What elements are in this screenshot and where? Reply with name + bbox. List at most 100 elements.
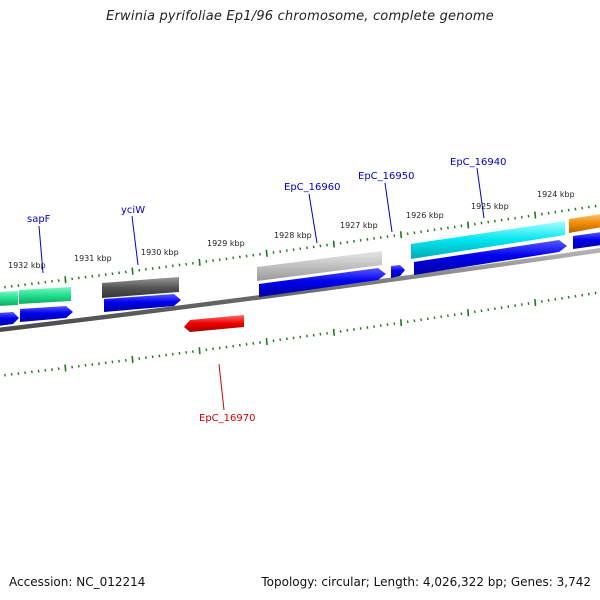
inner-tick-minor xyxy=(138,357,141,360)
outer-tick-minor xyxy=(339,241,342,245)
outer-tick-minor xyxy=(151,267,154,270)
outer-tick-minor xyxy=(51,279,53,283)
inner-tick-minor xyxy=(446,314,449,318)
gene-arrow-sapF[interactable] xyxy=(20,306,73,322)
outer-tick-minor xyxy=(480,221,483,225)
outer-tick-minor xyxy=(353,239,355,243)
gene-feature-sapF-category[interactable] xyxy=(19,287,71,304)
inner-tick-minor xyxy=(24,371,27,375)
outer-tick-major xyxy=(198,258,201,266)
inner-tick-minor xyxy=(111,360,114,364)
outer-tick-minor xyxy=(98,274,100,277)
inner-tick-minor xyxy=(413,319,416,323)
outer-tick-minor xyxy=(319,244,322,248)
inner-tick-minor xyxy=(151,355,154,359)
inner-tick-minor xyxy=(547,299,550,302)
gene-feature-sapF-category[interactable] xyxy=(0,291,18,306)
inner-tick-minor xyxy=(567,295,570,299)
inner-tick-minor xyxy=(440,315,443,319)
inner-tick-minor xyxy=(306,334,308,338)
gene-feature-yciW-category[interactable] xyxy=(102,277,179,298)
outer-tick-major xyxy=(399,231,403,239)
inner-tick-minor xyxy=(493,307,496,311)
outer-tick-minor xyxy=(514,216,517,220)
inner-tick-minor xyxy=(326,331,329,335)
inner-tick-minor xyxy=(473,310,476,314)
outer-tick-minor xyxy=(587,205,590,209)
outer-tick-minor xyxy=(561,209,563,213)
outer-tick-minor xyxy=(359,238,362,242)
gene-label-EpC_16960[interactable]: EpC_16960 xyxy=(284,182,340,193)
outer-tick-minor xyxy=(440,227,443,231)
outer-tick-minor xyxy=(111,272,114,276)
inner-tick-minor xyxy=(98,362,100,366)
gene-feature-EpC_16960-category[interactable] xyxy=(257,251,382,281)
outer-tick-minor xyxy=(386,235,389,238)
gene-arrow-yciW[interactable] xyxy=(104,294,181,312)
inner-tick-minor xyxy=(158,354,161,358)
gene-feature-EpC_16940-category[interactable] xyxy=(411,221,565,259)
inner-tick-minor xyxy=(581,293,584,297)
outer-tick-minor xyxy=(426,229,429,233)
genome-summary-text: Topology: circular; Length: 4,026,322 bp… xyxy=(261,575,591,589)
outer-tick-major xyxy=(265,249,268,257)
outer-tick-minor xyxy=(299,247,302,251)
inner-tick-minor xyxy=(346,328,349,332)
inner-tick-minor xyxy=(252,342,255,345)
inner-tick-minor xyxy=(594,291,597,295)
outer-tick-major xyxy=(534,211,537,219)
outer-tick-minor xyxy=(406,232,409,236)
inner-tick-major xyxy=(198,347,201,355)
outer-tick-major xyxy=(131,267,134,275)
inner-tick-minor xyxy=(84,363,87,367)
gene-label-EpC_16950[interactable]: EpC_16950 xyxy=(358,171,414,182)
gene-arrow-EpC_16940[interactable] xyxy=(414,240,567,275)
inner-tick-minor xyxy=(205,348,208,352)
gene-arrow-plus-right[interactable] xyxy=(573,232,600,249)
outer-tick-minor xyxy=(527,214,530,218)
gene-label-yciW[interactable]: yciW xyxy=(121,205,145,216)
inner-tick-minor xyxy=(379,324,382,327)
outer-tick-minor xyxy=(487,220,490,224)
tick-label-1929: 1929 kbp xyxy=(207,239,245,248)
outer-tick-minor xyxy=(292,248,295,252)
gene-label-EpC_16940[interactable]: EpC_16940 xyxy=(450,157,506,168)
outer-tick-minor xyxy=(507,217,510,221)
outer-tick-minor xyxy=(84,275,87,279)
gene-label-EpC_16970[interactable]: EpC_16970 xyxy=(199,413,255,424)
inner-tick-minor xyxy=(30,370,33,374)
inner-tick-minor xyxy=(312,333,315,337)
inner-tick-minor xyxy=(37,369,40,373)
inner-tick-minor xyxy=(245,342,248,346)
inner-tick-minor xyxy=(299,335,302,339)
gene-arrow-plus[interactable] xyxy=(0,312,19,326)
outer-tick-minor xyxy=(178,263,181,267)
outer-tick-minor xyxy=(232,256,235,260)
gene-label-sapF[interactable]: sapF xyxy=(27,214,51,225)
tick-label-1932: 1932 kbp xyxy=(8,261,46,270)
outer-tick-minor xyxy=(10,284,13,288)
outer-tick-minor xyxy=(366,238,369,241)
outer-tick-minor xyxy=(17,284,20,287)
inner-tick-minor xyxy=(285,337,288,341)
outer-tick-minor xyxy=(460,224,463,228)
outer-tick-minor xyxy=(420,230,423,234)
inner-tick-minor xyxy=(91,363,94,366)
inner-tick-minor xyxy=(144,356,147,360)
outer-tick-minor xyxy=(500,218,503,222)
inner-tick-minor xyxy=(554,297,557,301)
map-title: Erwinia pyrifoliae Ep1/96 chromosome, co… xyxy=(106,9,494,24)
tick-label-1931: 1931 kbp xyxy=(74,254,112,263)
outer-tick-minor xyxy=(373,237,376,240)
gene-arrow-EpC_16950[interactable] xyxy=(391,265,405,278)
gene-arrow-EpC_16960[interactable] xyxy=(259,268,386,297)
outer-tick-minor xyxy=(44,280,47,284)
gene-arrow-EpC_16970[interactable] xyxy=(184,315,244,332)
inner-tick-minor xyxy=(178,351,181,355)
gene-feature-orange-category[interactable] xyxy=(569,214,600,233)
label-line-EpC_16950 xyxy=(384,182,393,233)
outer-tick-marks xyxy=(4,204,597,289)
inner-tick-major xyxy=(265,338,268,346)
inner-tick-minor xyxy=(71,365,74,369)
